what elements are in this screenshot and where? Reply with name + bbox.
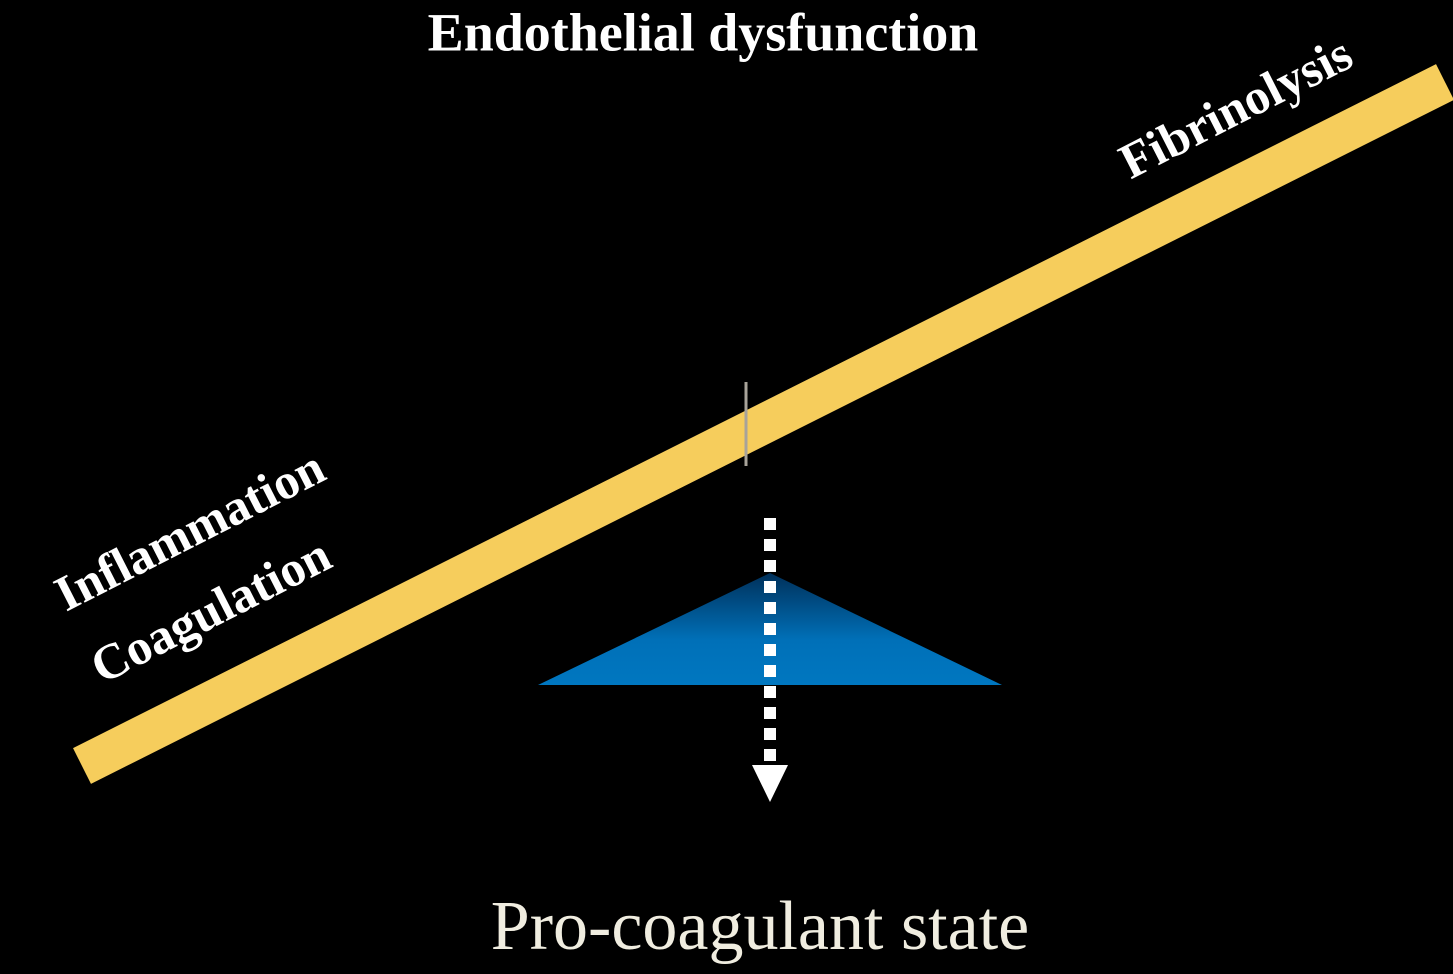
result-label: Pro-coagulant state bbox=[491, 888, 1029, 965]
balance-beam bbox=[73, 64, 1453, 784]
arrow-head bbox=[752, 765, 788, 802]
title: Endothelial dysfunction bbox=[428, 2, 979, 62]
